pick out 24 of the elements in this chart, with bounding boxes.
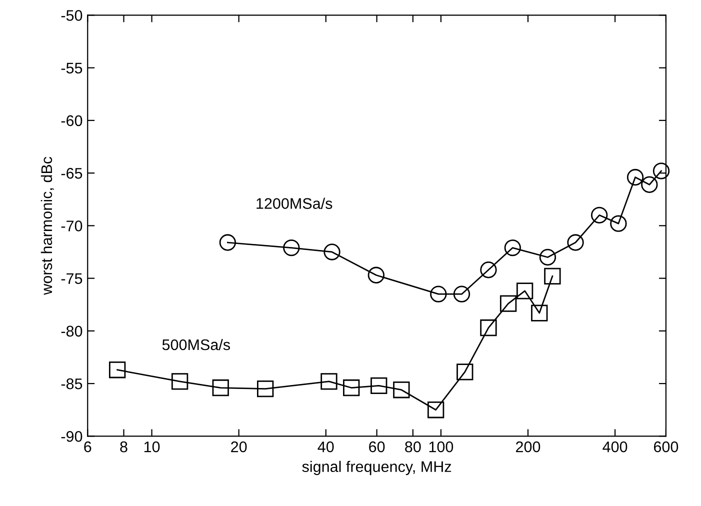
series-label: 500MSa/s xyxy=(162,338,230,350)
x-tick-label: 6 xyxy=(84,441,92,452)
text: 1200MSa/s xyxy=(256,198,332,209)
x-tick-label: 600 xyxy=(654,441,678,452)
x-tick-label: 20 xyxy=(231,441,247,452)
y-tick-label: -90 xyxy=(61,431,82,442)
x-tick-label: 400 xyxy=(602,441,628,452)
x-tick-label: 60 xyxy=(369,441,385,452)
y-tick-label: -65 xyxy=(61,168,82,179)
x-axis-title: signal frequency, MHz xyxy=(302,460,452,476)
y-axis-title: worst harmonic, dBc xyxy=(40,156,54,295)
y-tick-label: -70 xyxy=(61,220,82,232)
x-tick-label: 40 xyxy=(318,441,334,452)
x-tick-label: 200 xyxy=(516,441,540,452)
x-tick-label: 8 xyxy=(120,441,128,452)
x-tick-label: 80 xyxy=(405,441,421,452)
y-tick-label: -75 xyxy=(61,273,82,284)
y-tick-label: -85 xyxy=(61,378,82,390)
x-tick-label: 10 xyxy=(144,441,160,452)
y-tick-label: -50 xyxy=(61,10,82,21)
y-tick-label: -60 xyxy=(61,115,82,126)
y-tick-label: -80 xyxy=(61,326,82,337)
y-tick-label: -55 xyxy=(61,62,82,74)
x-tick-label: 100 xyxy=(429,441,454,452)
